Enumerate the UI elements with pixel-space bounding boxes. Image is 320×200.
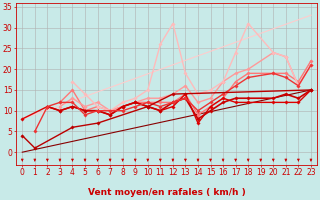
- X-axis label: Vent moyen/en rafales ( km/h ): Vent moyen/en rafales ( km/h ): [88, 188, 245, 197]
